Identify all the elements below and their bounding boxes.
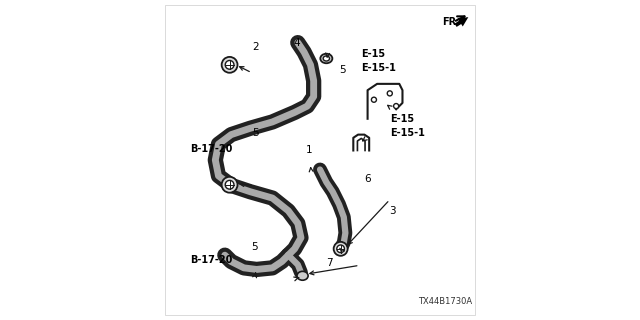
Circle shape — [337, 245, 344, 253]
Text: E-15-1: E-15-1 — [361, 63, 396, 73]
Circle shape — [333, 242, 348, 256]
Text: B-17-20: B-17-20 — [190, 255, 232, 265]
Circle shape — [225, 180, 234, 189]
Text: TX44B1730A: TX44B1730A — [418, 297, 472, 306]
Text: FR.: FR. — [442, 17, 460, 27]
Text: 4: 4 — [293, 38, 300, 48]
Text: 7: 7 — [326, 258, 332, 268]
Text: 5: 5 — [251, 242, 257, 252]
Ellipse shape — [297, 271, 308, 280]
Circle shape — [225, 60, 234, 69]
Text: 1: 1 — [306, 146, 312, 156]
Text: E-15: E-15 — [390, 114, 414, 124]
Text: 3: 3 — [389, 206, 396, 216]
Circle shape — [394, 104, 399, 108]
Text: 5: 5 — [252, 128, 259, 138]
Circle shape — [221, 57, 237, 73]
Circle shape — [221, 177, 237, 193]
Text: E-15: E-15 — [361, 49, 385, 59]
Text: E-15-1: E-15-1 — [390, 128, 425, 138]
Text: 6: 6 — [364, 174, 371, 184]
Text: 2: 2 — [253, 42, 259, 52]
Text: 5: 5 — [340, 65, 346, 75]
Circle shape — [387, 91, 392, 96]
Ellipse shape — [320, 54, 332, 63]
Circle shape — [371, 97, 376, 102]
Ellipse shape — [323, 56, 330, 61]
Text: B-17-20: B-17-20 — [190, 144, 232, 154]
